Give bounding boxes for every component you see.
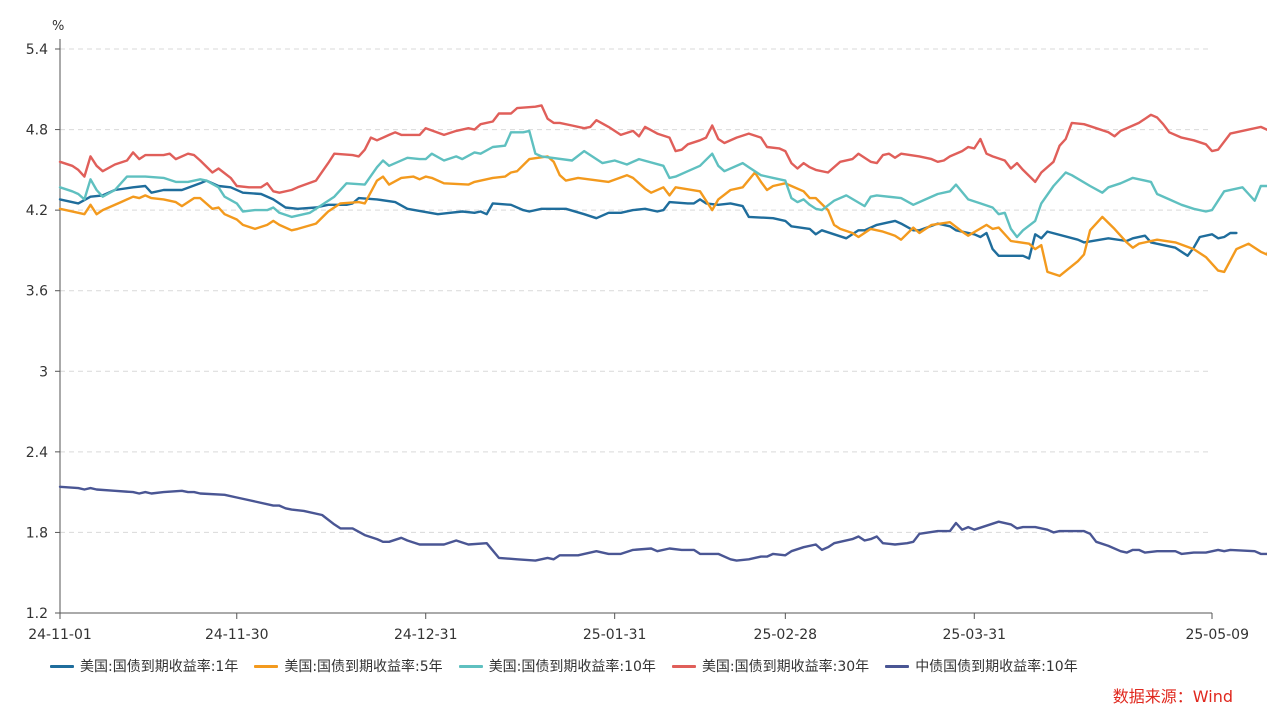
series-lines bbox=[58, 104, 1267, 562]
yield-line-chart: 1.21.82.433.64.24.85.4 24-11-01 24-11-30 2… bbox=[26, 19, 1267, 643]
legend-item-4[interactable]: 美国:国债到期收益率:30年 bbox=[671, 656, 870, 676]
legend-item-2[interactable]: 美国:国债到期收益率:5年 bbox=[254, 656, 443, 676]
x-tick-label: 24-12-31 bbox=[394, 627, 458, 643]
series-line-5 bbox=[58, 485, 1267, 562]
legend-item-3[interactable]: 美国:国债到期收益率:10年 bbox=[458, 656, 656, 676]
series-line-4 bbox=[58, 104, 1267, 194]
legend-label: 美国:国债到期收益率:5年 bbox=[284, 659, 443, 675]
y-tick-label: 3.6 bbox=[26, 284, 48, 300]
y-unit-label: % bbox=[52, 19, 64, 34]
y-tick-label: 1.8 bbox=[26, 525, 48, 541]
legend-item-1[interactable]: 美国:国债到期收益率:1年 bbox=[50, 656, 238, 676]
legend-label: 中债国债到期收益率:10年 bbox=[915, 659, 1078, 675]
x-tick-label: 24-11-30 bbox=[205, 627, 269, 643]
legend-swatch bbox=[254, 664, 279, 668]
legend-swatch bbox=[671, 664, 696, 668]
y-tick-label: 2.4 bbox=[26, 445, 48, 461]
y-tick-label: 3 bbox=[39, 364, 48, 380]
x-axis: 24-11-01 24-11-30 24-12-31 25-01-31 25-02-28… bbox=[28, 612, 1249, 643]
legend-item-5[interactable]: 中债国债到期收益率:10年 bbox=[885, 656, 1078, 676]
legend-swatch bbox=[885, 664, 910, 668]
gridlines bbox=[60, 48, 1212, 533]
x-tick-label: 24-11-01 bbox=[28, 627, 92, 643]
y-tick-label: 4.8 bbox=[26, 123, 48, 139]
legend-swatch bbox=[50, 664, 74, 668]
y-tick-label: 1.2 bbox=[26, 606, 48, 622]
x-tick-label: 25-03-31 bbox=[943, 627, 1007, 643]
y-tick-label: 5.4 bbox=[26, 42, 48, 58]
series-line-3 bbox=[58, 129, 1267, 239]
x-tick-label: 25-01-31 bbox=[583, 627, 647, 643]
legend: 美国:国债到期收益率:1年 美国:国债到期收益率:5年 美国:国债到期收益率:10年… bbox=[50, 656, 1078, 676]
x-tick-label: 25-02-28 bbox=[754, 627, 818, 643]
series-line-2 bbox=[58, 155, 1267, 278]
series-line-1 bbox=[58, 179, 1238, 260]
y-tick-label: 4.2 bbox=[26, 203, 48, 219]
x-tick-label: 25-05-09 bbox=[1185, 627, 1249, 643]
legend-label: 美国:国债到期收益率:1年 bbox=[80, 659, 239, 675]
legend-swatch bbox=[458, 664, 483, 668]
legend-label: 美国:国债到期收益率:30年 bbox=[701, 659, 870, 675]
y-axis: 1.2 1.8 2.4 3 3.6 4.2 4.8 5.4 bbox=[26, 39, 61, 622]
legend-label: 美国:国债到期收益率:10年 bbox=[488, 659, 656, 675]
source-note: 数据来源：Wind bbox=[1112, 687, 1233, 706]
